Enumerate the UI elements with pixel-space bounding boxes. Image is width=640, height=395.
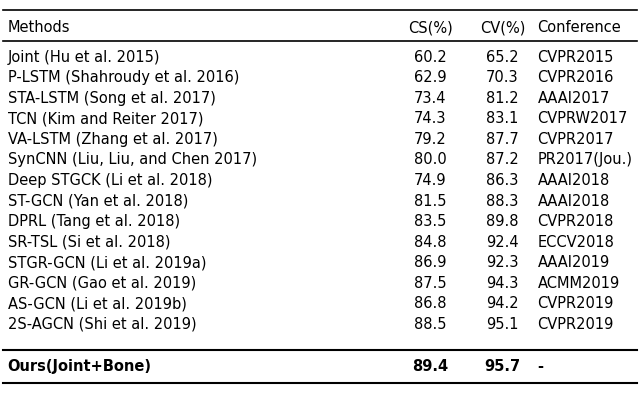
- Text: Conference: Conference: [538, 20, 621, 35]
- Text: ST-GCN (Yan et al. 2018): ST-GCN (Yan et al. 2018): [8, 194, 188, 209]
- Text: 86.8: 86.8: [414, 296, 447, 311]
- Text: 2S-AGCN (Shi et al. 2019): 2S-AGCN (Shi et al. 2019): [8, 317, 196, 332]
- Text: 80.0: 80.0: [414, 152, 447, 167]
- Text: ACMM2019: ACMM2019: [538, 276, 620, 291]
- Text: AAAI2018: AAAI2018: [538, 173, 610, 188]
- Text: VA-LSTM (Zhang et al. 2017): VA-LSTM (Zhang et al. 2017): [8, 132, 218, 147]
- Text: AAAI2019: AAAI2019: [538, 255, 610, 270]
- Text: 83.1: 83.1: [486, 111, 518, 126]
- Text: 89.8: 89.8: [486, 214, 518, 229]
- Text: CVPR2016: CVPR2016: [538, 70, 614, 85]
- Text: CS(%): CS(%): [408, 20, 452, 35]
- Text: TCN (Kim and Reiter 2017): TCN (Kim and Reiter 2017): [8, 111, 203, 126]
- Text: 84.8: 84.8: [414, 235, 447, 250]
- Text: AAAI2018: AAAI2018: [538, 194, 610, 209]
- Text: Joint (Hu et al. 2015): Joint (Hu et al. 2015): [8, 50, 160, 65]
- Text: 95.7: 95.7: [484, 359, 520, 374]
- Text: 89.4: 89.4: [412, 359, 449, 374]
- Text: 74.3: 74.3: [414, 111, 447, 126]
- Text: Deep STGCK (Li et al. 2018): Deep STGCK (Li et al. 2018): [8, 173, 212, 188]
- Text: -: -: [538, 359, 543, 374]
- Text: P-LSTM (Shahroudy et al. 2016): P-LSTM (Shahroudy et al. 2016): [8, 70, 239, 85]
- Text: CVPR2019: CVPR2019: [538, 296, 614, 311]
- Text: 87.7: 87.7: [486, 132, 519, 147]
- Text: 86.9: 86.9: [414, 255, 447, 270]
- Text: CVPR2018: CVPR2018: [538, 214, 614, 229]
- Text: 88.3: 88.3: [486, 194, 518, 209]
- Text: 74.9: 74.9: [414, 173, 447, 188]
- Text: 83.5: 83.5: [414, 214, 447, 229]
- Text: DPRL (Tang et al. 2018): DPRL (Tang et al. 2018): [8, 214, 180, 229]
- Text: Ours(Joint+Bone): Ours(Joint+Bone): [8, 359, 152, 374]
- Text: 92.3: 92.3: [486, 255, 518, 270]
- Text: 87.5: 87.5: [414, 276, 447, 291]
- Text: 65.2: 65.2: [486, 50, 518, 65]
- Text: CVPR2017: CVPR2017: [538, 132, 614, 147]
- Text: SR-TSL (Si et al. 2018): SR-TSL (Si et al. 2018): [8, 235, 170, 250]
- Text: 94.2: 94.2: [486, 296, 518, 311]
- Text: PR2017(Jou.): PR2017(Jou.): [538, 152, 632, 167]
- Text: CVPR2015: CVPR2015: [538, 50, 614, 65]
- Text: ECCV2018: ECCV2018: [538, 235, 614, 250]
- Text: STA-LSTM (Song et al. 2017): STA-LSTM (Song et al. 2017): [8, 91, 216, 106]
- Text: 60.2: 60.2: [414, 50, 447, 65]
- Text: CV(%): CV(%): [480, 20, 525, 35]
- Text: STGR-GCN (Li et al. 2019a): STGR-GCN (Li et al. 2019a): [8, 255, 206, 270]
- Text: AS-GCN (Li et al. 2019b): AS-GCN (Li et al. 2019b): [8, 296, 186, 311]
- Text: 81.2: 81.2: [486, 91, 518, 106]
- Text: 88.5: 88.5: [414, 317, 447, 332]
- Text: CVPRW2017: CVPRW2017: [538, 111, 628, 126]
- Text: 81.5: 81.5: [414, 194, 447, 209]
- Text: Methods: Methods: [8, 20, 70, 35]
- Text: CVPR2019: CVPR2019: [538, 317, 614, 332]
- Text: 86.3: 86.3: [486, 173, 518, 188]
- Text: AAAI2017: AAAI2017: [538, 91, 610, 106]
- Text: GR-GCN (Gao et al. 2019): GR-GCN (Gao et al. 2019): [8, 276, 196, 291]
- Text: 70.3: 70.3: [486, 70, 518, 85]
- Text: 79.2: 79.2: [414, 132, 447, 147]
- Text: 92.4: 92.4: [486, 235, 518, 250]
- Text: 87.2: 87.2: [486, 152, 519, 167]
- Text: SynCNN (Liu, Liu, and Chen 2017): SynCNN (Liu, Liu, and Chen 2017): [8, 152, 257, 167]
- Text: 73.4: 73.4: [414, 91, 447, 106]
- Text: 95.1: 95.1: [486, 317, 518, 332]
- Text: 94.3: 94.3: [486, 276, 518, 291]
- Text: 62.9: 62.9: [414, 70, 447, 85]
